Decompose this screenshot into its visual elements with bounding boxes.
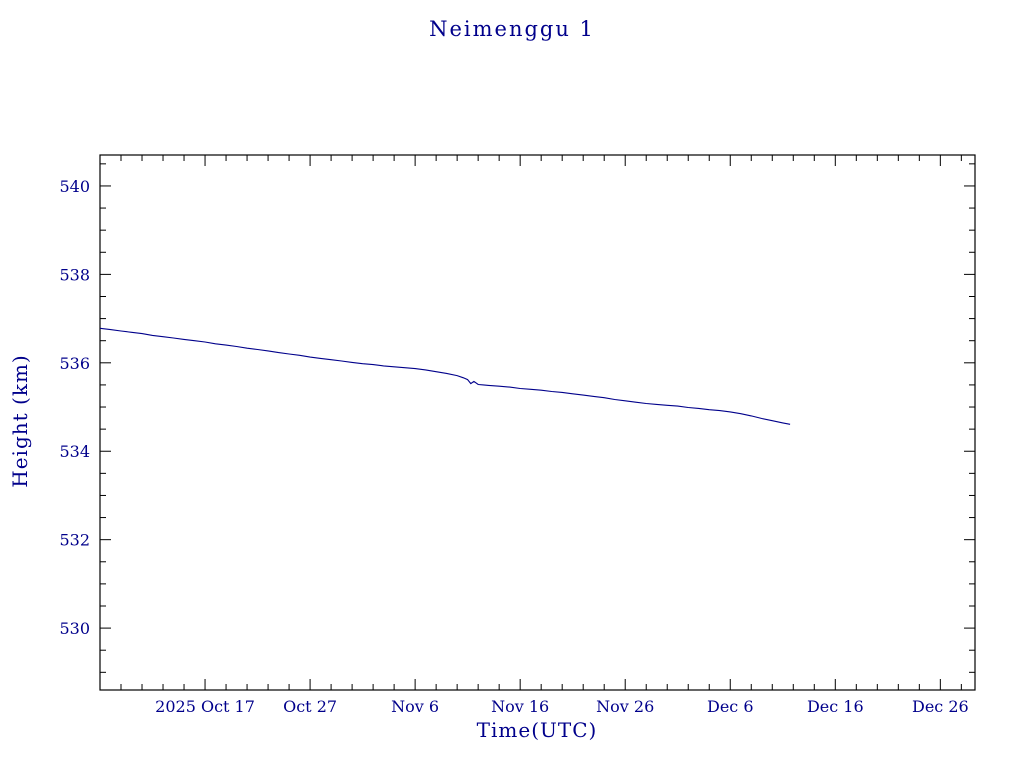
plot-frame: [99, 154, 976, 691]
x-tick-label: 2025 Oct 17: [155, 697, 255, 716]
y-axis-label: Height (km): [8, 354, 32, 488]
x-tick-label: Dec 16: [807, 697, 864, 716]
x-tick-label: Nov 6: [391, 697, 439, 716]
x-tick-label: Dec 6: [707, 697, 754, 716]
y-tick-label: 536: [59, 354, 90, 373]
y-tick-label: 534: [59, 442, 90, 461]
y-tick-label: 540: [59, 177, 90, 196]
y-tick-label: 530: [59, 619, 90, 638]
x-tick-label: Oct 27: [283, 697, 337, 716]
chart-title: Neimenggu 1: [429, 17, 595, 41]
x-tick-label: Dec 26: [912, 697, 969, 716]
x-axis-label: Time(UTC): [476, 718, 598, 742]
height-series-line: [99, 327, 791, 425]
y-tick-label: 532: [59, 531, 90, 550]
x-tick-label: Nov 26: [596, 697, 654, 716]
y-tick-label: 538: [59, 265, 90, 284]
x-tick-label: Nov 16: [491, 697, 549, 716]
